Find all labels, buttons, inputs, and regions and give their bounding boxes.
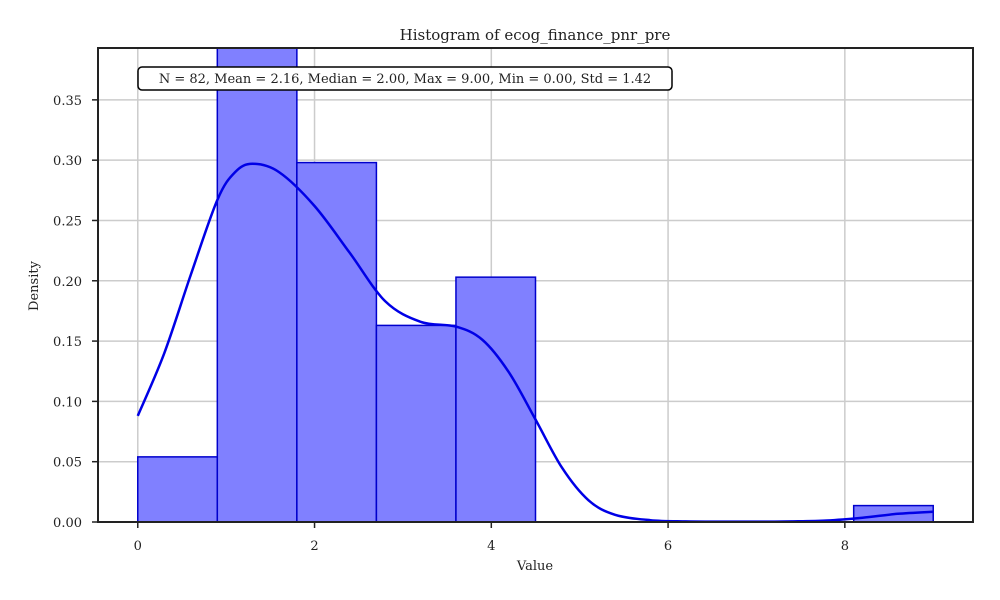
stats-text: N = 82, Mean = 2.16, Median = 2.00, Max …: [159, 72, 651, 87]
x-tick-label: 2: [310, 539, 318, 554]
y-axis-ticks: 0.00 0.05 0.10 0.15 0.20 0.25 0.30 0.35: [53, 94, 98, 531]
plot-frame: [97, 47, 974, 523]
y-tick-label: 0.05: [53, 456, 82, 471]
histogram-bars: [137, 47, 934, 523]
x-tick-label: 8: [841, 539, 849, 554]
x-axis-ticks: 0 2 4 6 8: [134, 522, 849, 554]
y-tick-label: 0.25: [53, 214, 82, 229]
y-axis-label: Density: [27, 260, 42, 311]
chart-title: Histogram of ecog_finance_pnr_pre: [400, 26, 671, 44]
y-tick-label: 0.10: [53, 395, 82, 410]
histogram-bar: [375, 324, 457, 523]
stats-annotation: N = 82, Mean = 2.16, Median = 2.00, Max …: [137, 66, 673, 91]
y-tick-label: 0.00: [53, 516, 82, 531]
stats-box: [137, 66, 673, 91]
histogram-bar: [137, 456, 219, 523]
x-tick-label: 0: [134, 539, 142, 554]
y-tick-label: 0.15: [53, 335, 82, 350]
x-tick-label: 6: [664, 539, 672, 554]
x-axis-label: Value: [516, 559, 553, 574]
histogram-bar: [216, 47, 298, 523]
y-tick-label: 0.20: [53, 275, 82, 290]
y-tick-label: 0.35: [53, 94, 82, 109]
histogram-bar: [296, 161, 378, 523]
histogram-bar: [455, 276, 537, 523]
y-tick-label: 0.30: [53, 154, 82, 169]
x-tick-label: 4: [487, 539, 495, 554]
